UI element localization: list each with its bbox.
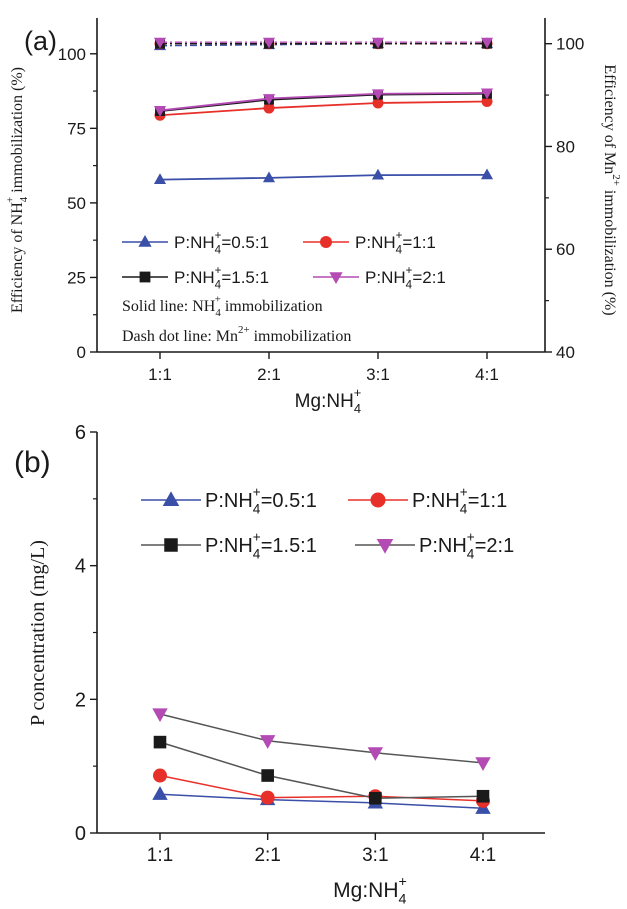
data-point-b <box>260 790 275 805</box>
y-tick-label: 0 <box>75 823 86 845</box>
data-point-a <box>371 37 385 49</box>
panel-a: 0 25 50 75 100 40 60 80 100 1:1 2:1 3:1 4:1 Mg:NH4+​ E… <box>5 18 622 416</box>
x-tick-label: 2:1 <box>254 845 280 866</box>
data-point-b <box>152 786 168 800</box>
x-axis-title: Mg:NH4+​ <box>295 385 362 416</box>
legend-label-a-3: P:NH4+​=2:1 <box>365 265 446 291</box>
note-a-1: Dash dot line: Mn2+​ immobilization <box>122 324 351 345</box>
data-point-a <box>262 37 276 49</box>
data-point-a <box>263 102 275 114</box>
panel-label-b: (b) <box>14 446 51 479</box>
series-line-b-2 <box>159 741 484 799</box>
data-point-b <box>153 735 167 749</box>
series-line-a-3 <box>159 91 488 112</box>
x-tick-label: 1:1 <box>148 365 172 384</box>
y-axis-title: P concentration (mg/L) <box>27 540 49 726</box>
data-point-a <box>153 106 167 117</box>
legend-marker <box>138 235 152 247</box>
y-tick-label: 2 <box>75 689 86 711</box>
legend-label-b-0: P:NH4+​=0.5:1 <box>205 484 317 516</box>
note-a-0: Solid line: NH4+​ immobilization <box>122 294 323 320</box>
series-line-b-1 <box>159 774 484 802</box>
series-line-b-3 <box>159 713 484 764</box>
right-y-tick-label: 80 <box>556 137 575 156</box>
legend-marker <box>376 539 394 554</box>
data-point-b <box>369 791 382 805</box>
data-point-a <box>481 96 493 107</box>
data-point-a <box>480 88 494 100</box>
left-y-axis-title: Efficiency of NH4+​ immobilization (%) <box>5 67 31 313</box>
left-y-tick-label: 75 <box>67 119 86 138</box>
x-tick-label: 3:1 <box>366 365 390 384</box>
legend-b: P:NH4+​=0.5:1 P:NH4+​=1:1 P:NH4+​=1.5:1 P:N… <box>141 484 514 561</box>
data-point-b <box>476 789 490 803</box>
left-y-tick-label: 100 <box>58 45 86 64</box>
series-line-b-0 <box>159 793 484 810</box>
x-tick-label: 4:1 <box>475 365 499 384</box>
data-point-a <box>153 37 167 49</box>
legend-marker <box>329 272 343 284</box>
right-y-axis-title: Efficiency of Mn2+​ immobilization (%) <box>601 64 622 315</box>
legend-marker <box>139 271 151 283</box>
legend-marker <box>162 491 180 506</box>
series-line-a-1 <box>159 100 488 117</box>
data-point-b <box>259 735 276 749</box>
x-tick-label: 2:1 <box>257 365 281 384</box>
data-point-b <box>367 747 384 761</box>
data-point-a <box>480 37 494 49</box>
legend-label-b-1: P:NH4+​=1:1 <box>412 484 507 516</box>
right-y-tick-label: 40 <box>556 343 575 362</box>
panel-b: 0 2 4 6 1:1 2:1 3:1 4:1 Mg:NH4+​ P concentration … <box>14 422 545 908</box>
data-point-b <box>152 708 168 723</box>
data-point-b <box>261 769 274 782</box>
legend-marker <box>164 538 178 552</box>
data-point-b <box>153 768 167 783</box>
legend-label-b-2: P:NH4+​=1.5:1 <box>205 529 317 561</box>
legend-label-a-2: P:NH4+​=1.5:1 <box>174 265 269 291</box>
data-point-a <box>262 171 276 183</box>
legend-a: P:NH4+​=0.5:1 P:NH4+​=1:1 P:NH4+​=1.5:1 P:N… <box>122 230 446 291</box>
data-point-b <box>475 757 491 771</box>
data-point-a <box>371 89 385 101</box>
left-y-tick-label: 0 <box>77 343 86 362</box>
left-y-tick-label: 25 <box>67 268 86 287</box>
x-tick-label: 3:1 <box>362 845 388 866</box>
y-tick-label: 6 <box>75 422 86 444</box>
legend-marker <box>320 236 332 248</box>
y-tick-label: 4 <box>75 556 86 578</box>
panel-label-a: (a) <box>24 26 57 56</box>
x-axis-title: Mg:NH4+​ <box>333 874 407 908</box>
series-line-a-0 <box>159 173 488 181</box>
right-y-tick-label: 100 <box>556 35 584 54</box>
legend-label-a-1: P:NH4+​=1:1 <box>355 230 436 256</box>
legend-label-b-3: P:NH4+​=2:1 <box>419 529 514 561</box>
x-tick-label: 1:1 <box>147 845 173 866</box>
data-point-a <box>480 168 494 180</box>
legend-label-a-0: P:NH4+​=0.5:1 <box>174 230 269 256</box>
data-point-a <box>372 97 384 109</box>
data-point-a <box>153 173 167 185</box>
x-tick-label: 4:1 <box>470 845 496 866</box>
left-y-tick-label: 50 <box>67 194 86 213</box>
data-point-a <box>262 94 276 105</box>
right-y-tick-label: 60 <box>556 240 575 259</box>
legend-marker <box>370 492 386 508</box>
data-point-a <box>371 168 385 180</box>
